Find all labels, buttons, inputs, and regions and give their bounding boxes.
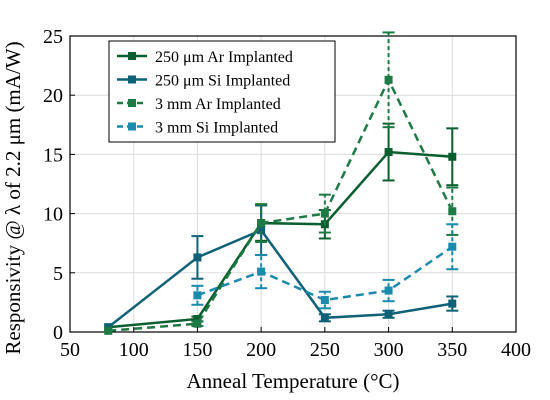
legend-swatch-marker — [128, 75, 136, 84]
legend-swatch-marker — [128, 99, 136, 107]
data-point — [104, 326, 113, 335]
legend-item-250-m-si-implanted: 250 μm Si Implanted — [117, 73, 290, 90]
data-point — [193, 291, 202, 300]
data-point — [257, 267, 266, 276]
data-point — [320, 296, 329, 305]
legend-box — [108, 40, 336, 143]
series-line — [108, 76, 454, 333]
series-layer — [104, 31, 459, 335]
series-line — [108, 150, 453, 329]
data-point — [193, 314, 202, 323]
y-tick-label: 25 — [43, 26, 63, 48]
x-tick-label: 150 — [182, 339, 212, 361]
y-tick-label: 0 — [53, 322, 63, 344]
x-tick-label: 100 — [119, 339, 149, 361]
data-point — [257, 219, 266, 228]
x-tick-label: 200 — [246, 339, 276, 361]
data-point — [384, 310, 393, 319]
series-2 — [104, 204, 459, 332]
axis-ticks: 50 100 150 200 250 300 350 400 0 5 10 15 20 25 — [43, 26, 531, 361]
legend-label: 250 μm Si Implanted — [155, 73, 290, 90]
legend: 250 μm Ar Implanted 250 μm Si Implanted 3 … — [108, 40, 336, 143]
y-tick-label: 15 — [43, 144, 63, 166]
data-point — [448, 242, 457, 251]
series-4 — [191, 223, 459, 310]
y-tick-label: 5 — [53, 263, 63, 285]
data-point — [384, 75, 393, 84]
x-axis-title: Anneal Temperature (°C) — [187, 369, 400, 393]
y-tick-label: 20 — [43, 85, 63, 107]
legend-item-3-mm-ar-implanted: 3 mm Ar Implanted — [117, 96, 281, 113]
data-point — [193, 319, 202, 328]
y-tick-label: 10 — [43, 204, 63, 226]
data-point — [193, 253, 202, 262]
legend-label: 3 mm Si Implanted — [155, 120, 278, 137]
y-axis-title: Responsivity @ λ of 2.2 μm (mA/W) — [1, 41, 25, 354]
data-point — [384, 148, 393, 157]
data-point — [448, 207, 457, 216]
legend-swatch-marker — [128, 122, 136, 131]
x-tick-label: 350 — [437, 339, 467, 361]
data-point — [448, 299, 457, 308]
data-point — [384, 286, 393, 295]
series-line — [107, 228, 453, 329]
x-tick-label: 400 — [501, 339, 531, 361]
legend-label: 250 μm Ar Implanted — [155, 49, 293, 66]
data-point — [257, 226, 266, 235]
legend-label: 3 mm Ar Implanted — [155, 96, 281, 113]
data-point — [320, 209, 329, 218]
series-3 — [104, 31, 459, 335]
data-point — [320, 313, 329, 322]
legend-item-250-m-ar-implanted: 250 μm Ar Implanted — [117, 49, 293, 66]
data-point — [448, 152, 457, 161]
x-tick-label: 250 — [310, 339, 340, 361]
x-tick-label: 300 — [374, 339, 404, 361]
legend-swatch-marker — [128, 52, 136, 60]
plot-frame — [69, 35, 517, 333]
legend-item-3-mm-si-implanted: 3 mm Si Implanted — [117, 120, 278, 137]
x-tick-label: 50 — [60, 339, 80, 361]
